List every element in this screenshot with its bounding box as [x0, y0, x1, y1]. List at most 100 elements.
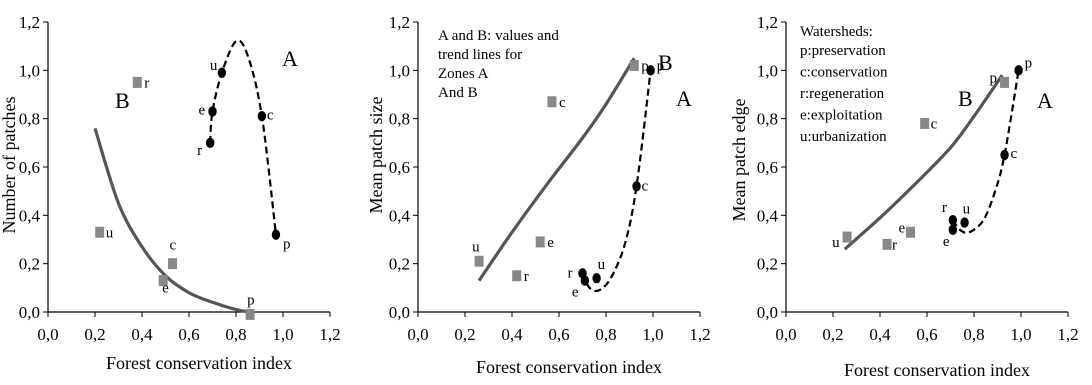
x-axis-title: Forest conservation index	[476, 357, 662, 377]
x-tick-label: 0,4	[501, 325, 523, 344]
zone-a-point-p	[1014, 65, 1023, 76]
zone-a-point-u	[960, 217, 969, 228]
x-tick-label: 1,2	[689, 325, 710, 344]
y-tick-label: 0,0	[19, 303, 40, 322]
legend-item-regeneration: r:regeneration	[800, 86, 885, 102]
point-label: p	[1025, 55, 1033, 71]
x-tick-label: 0,0	[775, 325, 796, 344]
point-label: r	[144, 75, 149, 91]
x-tick-label: 0,0	[407, 325, 428, 344]
chart-panel-2: 0,0 0,2 0,4 0,6 0,8 1,0 1,2 0,0 0,2 0,4 0,6 0,8 1,0 1…	[366, 13, 711, 377]
zone-a-point-u	[217, 67, 227, 78]
chart-panel-3: 0,0 0,2 0,4 0,6 0,8 1,0 1,2 0,0 0,2 0,4 0,6 0,8 1,0 1…	[729, 13, 1079, 380]
zone-a-point-e	[948, 224, 958, 236]
point-label: p	[283, 237, 291, 253]
x-tick-label: 1,0	[1010, 325, 1031, 344]
point-label: e	[547, 235, 554, 251]
point-label: e	[899, 220, 906, 236]
y-tick-label: 1,0	[757, 61, 778, 80]
point-label: r	[942, 200, 947, 216]
point-label: c	[1011, 146, 1018, 162]
point-label: e	[943, 234, 950, 250]
x-axis-title: Forest conservation index	[844, 360, 1030, 380]
zone-b-point-r	[132, 76, 142, 88]
y-tick-label: 0,0	[757, 303, 778, 322]
zone-a-point-e	[208, 106, 217, 117]
annotation-note: A and B: values and trend lines for Zones …	[438, 28, 559, 101]
point-label: e	[162, 281, 169, 297]
x-tick-label: 1,0	[272, 325, 293, 344]
chart-panel-1: 0,0 0,2 0,4 0,6 0,8 1,0 1,2 0,0 0,2 0,4 0,6 0,8 1,0 1…	[0, 13, 341, 373]
x-tick-label: 0,2	[84, 325, 105, 344]
zone-b-label: B	[958, 86, 973, 111]
zone-b-point-e	[158, 275, 168, 287]
zone-b-point-p	[245, 308, 255, 320]
y-tick-label: 0,6	[389, 158, 410, 177]
legend-item-preservation: p:preservation	[800, 43, 886, 59]
zone-a-point-r	[205, 137, 215, 149]
zone-b-point-r	[882, 238, 892, 250]
x-tick-label: 0,6	[916, 325, 937, 344]
zone-a-point-p	[271, 229, 281, 240]
zone-b-point-p	[1000, 76, 1010, 88]
point-label: u	[210, 58, 218, 74]
zone-a-point-c	[257, 111, 267, 122]
y-tick-label: 1,2	[757, 13, 778, 32]
zone-a-trend-line	[581, 70, 652, 293]
point-label: u	[472, 239, 480, 255]
y-axis-title: Mean patch size	[366, 97, 386, 214]
point-label: u	[106, 225, 114, 241]
x-axis-title: Forest conservation index	[106, 353, 292, 373]
zone-b-point-u	[842, 231, 852, 243]
point-label: p	[247, 292, 255, 308]
y-tick-label: 0,6	[19, 158, 40, 177]
legend-item-urbanization: u:urbanization	[800, 129, 887, 145]
x-tick-label: 0,2	[822, 325, 843, 344]
y-tick-label: 1,2	[19, 13, 40, 32]
zone-b-point-p	[629, 60, 639, 71]
zone-b-label: B	[115, 88, 130, 113]
x-tick-label: 0,0	[37, 325, 58, 344]
zone-a-label: A	[1037, 88, 1053, 113]
y-tick-label: 1,0	[389, 61, 410, 80]
zone-a-label: A	[282, 46, 298, 71]
legend-item-exploitation: e:exploitation	[800, 108, 883, 124]
legend-title: Watersheds:	[800, 24, 873, 40]
point-label: r	[568, 265, 573, 281]
x-tick-label: 0,4	[131, 325, 153, 344]
x-tick-label: 0,8	[963, 325, 984, 344]
y-tick-label: 0,2	[389, 255, 410, 274]
zone-a-point-c	[1000, 149, 1009, 161]
x-tick-label: 0,8	[225, 325, 246, 344]
point-label: e	[572, 285, 579, 301]
y-axis-title: Mean patch edge	[729, 99, 749, 222]
point-label: c	[559, 95, 566, 111]
zone-b-point-e	[535, 236, 545, 248]
point-label: r	[892, 237, 897, 253]
zone-b-point-e	[906, 226, 916, 238]
point-label: u	[832, 235, 840, 251]
point-label: p	[990, 70, 998, 86]
point-label: u	[963, 202, 971, 218]
point-label: r	[197, 143, 202, 159]
y-tick-label: 0,0	[389, 303, 410, 322]
zone-a-point-r	[948, 214, 958, 226]
point-label: c	[931, 117, 938, 133]
zone-b-label: B	[658, 50, 673, 75]
point-label: c	[642, 178, 649, 194]
y-tick-label: 0,4	[757, 206, 779, 225]
point-label: p	[641, 59, 649, 75]
zone-b-point-c	[168, 258, 178, 270]
annotation-note-line: trend lines for	[438, 47, 522, 63]
x-tick-label: 1,2	[1057, 325, 1078, 344]
zone-b-point-r	[512, 270, 522, 282]
zone-b-trend-line	[477, 57, 636, 282]
zone-b-point-u	[474, 255, 484, 267]
zone-b-point-c	[920, 118, 930, 129]
point-label: c	[170, 238, 177, 254]
y-tick-label: 0,8	[19, 110, 40, 129]
zone-a-point-u	[592, 272, 601, 284]
point-label: p	[657, 58, 665, 74]
y-tick-label: 0,4	[19, 206, 41, 225]
